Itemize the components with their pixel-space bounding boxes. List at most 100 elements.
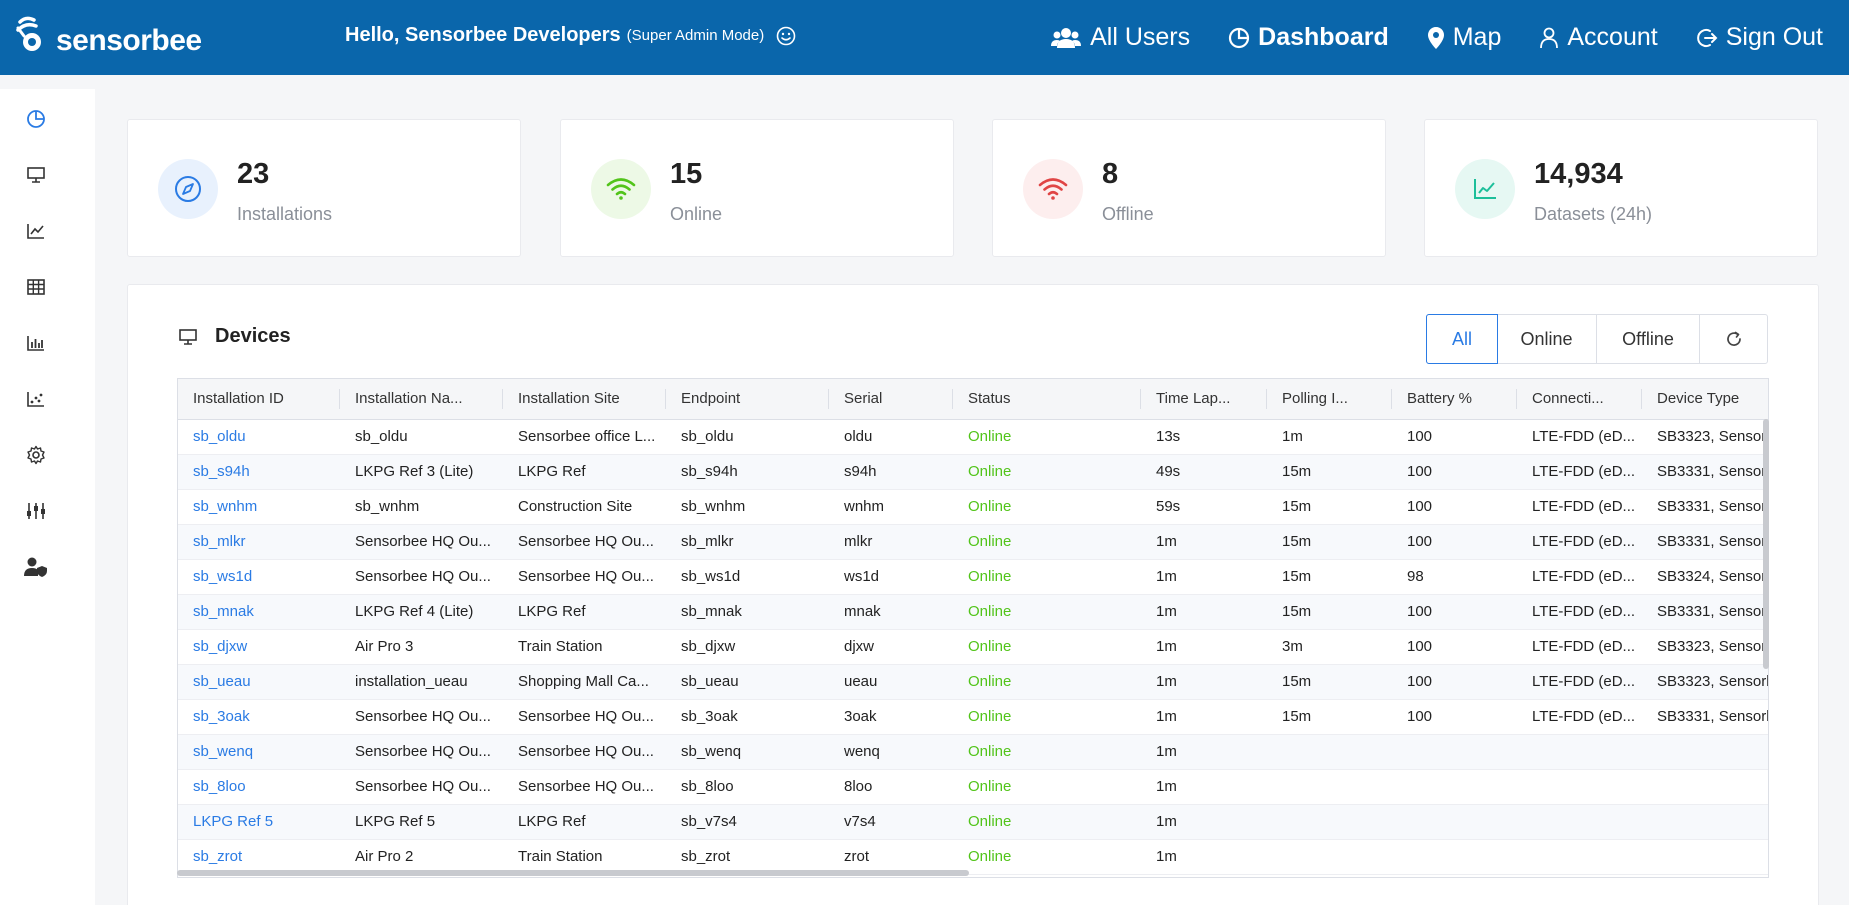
column-header[interactable]: Device Type [1642,379,1768,420]
line-chart-icon [27,224,44,239]
table-cell: SB3323, Sensorb [1642,419,1768,455]
greeting-text: Hello, Sensorbee Developers [345,24,621,46]
table-row[interactable]: sb_zrot Air Pro 2 Train Station sb_zrot zrot… [178,839,1768,875]
devices-title: Devices [215,325,291,347]
sidebar-bar-chart-icon[interactable] [23,330,49,356]
table-cell: LTE-FDD (eD... [1517,664,1642,700]
vertical-scrollbar[interactable] [1763,419,1769,669]
table-row[interactable]: sb_ueau installation_ueau Shopping Mall Ca… [178,664,1768,700]
table-cell: 15m [1267,699,1392,735]
sidebar-settings-icon[interactable] [23,442,49,468]
table-row[interactable]: sb_wnhm sb_wnhm Construction Site sb_wnhm wn… [178,489,1768,525]
wifi-icon [1023,159,1083,219]
table-cell: zrot [829,839,953,875]
sidebar-sliders-icon[interactable] [23,498,49,524]
table-cell: LKPG Ref 3 (Lite) [340,454,503,490]
filter-offline-button[interactable]: Offline [1597,315,1700,363]
column-header[interactable]: Connecti... [1517,379,1642,420]
table-cell: LKPG Ref [503,594,666,630]
table-cell: mlkr [829,524,953,560]
installation-id-link[interactable]: sb_wenq [178,734,340,770]
table-row[interactable]: sb_djxw Air Pro 3 Train Station sb_djxw djxw… [178,629,1768,665]
column-header[interactable]: Polling I... [1267,379,1392,420]
installation-id-link[interactable]: LKPG Ref 5 [178,804,340,840]
table-row[interactable]: sb_s94h LKPG Ref 3 (Lite) LKPG Ref sb_s94h s… [178,454,1768,490]
table-cell [1517,734,1642,770]
installation-id-link[interactable]: sb_oldu [178,419,340,455]
table-row[interactable]: sb_mnak LKPG Ref 4 (Lite) LKPG Ref sb_mnak m… [178,594,1768,630]
sidebar-devices-icon[interactable] [23,162,49,188]
line-chart-icon [1455,159,1515,219]
user-shield-icon [24,557,47,577]
column-header[interactable]: Installation ID [178,379,340,420]
table-cell: Construction Site [503,489,666,525]
table-row[interactable]: sb_8loo Sensorbee HQ Ou... Sensorbee HQ Ou… [178,769,1768,805]
column-header[interactable]: Installation Site [503,379,666,420]
nav-account-label: Account [1567,23,1658,51]
status-cell: Online [953,489,1141,525]
nav-map[interactable]: Map [1427,23,1501,52]
table-cell: 15m [1267,664,1392,700]
table-row[interactable]: sb_mlkr Sensorbee HQ Ou... Sensorbee HQ Ou… [178,524,1768,560]
table-cell: sb_8loo [666,769,829,805]
table-cell: 100 [1392,524,1517,560]
table-cell [1642,769,1768,805]
map-pin-icon [1427,26,1444,49]
column-header[interactable]: Installation Na... [340,379,503,420]
status-cell: Online [953,734,1141,770]
refresh-icon [1726,331,1741,346]
installation-id-link[interactable]: sb_3oak [178,699,340,735]
table-row[interactable]: sb_ws1d Sensorbee HQ Ou... Sensorbee HQ Ou… [178,559,1768,595]
installation-id-link[interactable]: sb_ws1d [178,559,340,595]
table-cell: 15m [1267,489,1392,525]
table-cell: Train Station [503,629,666,665]
table-cell: Sensorbee HQ Ou... [340,559,503,595]
filter-online-button[interactable]: Online [1497,315,1597,363]
table-row[interactable]: sb_3oak Sensorbee HQ Ou... Sensorbee HQ Ou… [178,699,1768,735]
stat-card-installations: 23 Installations [127,119,521,257]
nav-all-users[interactable]: All Users [1050,23,1190,52]
nav-dashboard[interactable]: Dashboard [1228,23,1389,52]
table-cell: Sensorbee HQ Ou... [503,769,666,805]
installation-id-link[interactable]: sb_8loo [178,769,340,805]
table-row[interactable]: sb_oldu sb_oldu Sensorbee office L... sb_ol… [178,419,1768,455]
sidebar-scatter-icon[interactable] [23,386,49,412]
horizontal-scrollbar[interactable] [177,870,969,876]
sidebar-table-icon[interactable] [23,274,49,300]
column-header[interactable]: Endpoint [666,379,829,420]
table-cell: sb_wnhm [340,489,503,525]
logo[interactable]: sensorbee [14,12,202,60]
installation-id-link[interactable]: sb_mnak [178,594,340,630]
installation-id-link[interactable]: sb_zrot [178,839,340,875]
table-cell: 15m [1267,524,1392,560]
installation-id-link[interactable]: sb_djxw [178,629,340,665]
table-cell: 15m [1267,559,1392,595]
table-cell [1392,839,1517,875]
status-cell: Online [953,524,1141,560]
table-cell [1642,734,1768,770]
nav-account[interactable]: Account [1539,23,1658,52]
installation-id-link[interactable]: sb_mlkr [178,524,340,560]
installation-id-link[interactable]: sb_s94h [178,454,340,490]
installation-id-link[interactable]: sb_ueau [178,664,340,700]
installation-id-link[interactable]: sb_wnhm [178,489,340,525]
sidebar-charts-icon[interactable] [23,218,49,244]
table-cell: LTE-FDD (eD... [1517,454,1642,490]
table-row[interactable]: sb_wenq Sensorbee HQ Ou... Sensorbee HQ Ou… [178,734,1768,770]
table-row[interactable]: LKPG Ref 5 LKPG Ref 5 LKPG Ref sb_v7s4 v7s4 O… [178,804,1768,840]
table-cell [1642,804,1768,840]
column-header[interactable]: Battery % [1392,379,1517,420]
column-header[interactable]: Status [953,379,1141,420]
refresh-button[interactable] [1700,315,1767,363]
column-header[interactable]: Time Lap... [1141,379,1267,420]
column-header[interactable]: Serial [829,379,953,420]
filter-all-button[interactable]: All [1426,314,1498,364]
sidebar-admin-icon[interactable] [23,554,49,580]
stat-card-datasets: 14,934 Datasets (24h) [1424,119,1818,257]
sidebar-dashboard-icon[interactable] [23,106,49,132]
table-cell: 13s [1141,419,1267,455]
table-cell: LTE-FDD (eD... [1517,419,1642,455]
table-cell: sb_mnak [666,594,829,630]
table-cell: LTE-FDD (eD... [1517,524,1642,560]
nav-sign-out[interactable]: Sign Out [1696,23,1823,52]
